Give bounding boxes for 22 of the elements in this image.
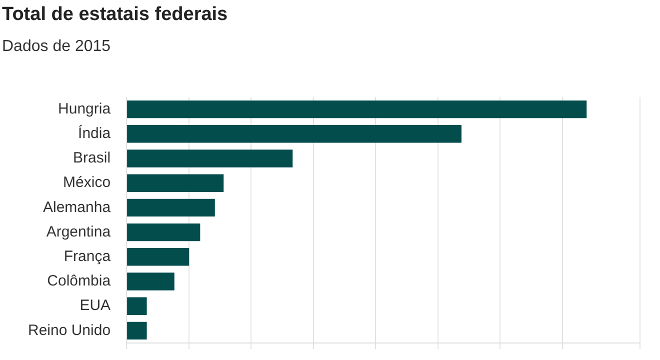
y-tick-label: Hungria bbox=[58, 100, 112, 118]
bar bbox=[127, 322, 147, 340]
bar bbox=[127, 223, 200, 242]
y-tick-label: EUA bbox=[80, 297, 111, 314]
y-tick-label: França bbox=[64, 248, 112, 266]
chart-title: Total de estatais federais bbox=[2, 4, 228, 26]
bar bbox=[127, 174, 224, 192]
bar bbox=[127, 198, 215, 217]
bar bbox=[127, 248, 190, 266]
bar bbox=[127, 150, 293, 168]
y-tick-label: Alemanha bbox=[43, 198, 112, 216]
y-tick-label: Brasil bbox=[73, 150, 111, 167]
chart-subtitle: Dados de 2015 bbox=[2, 38, 111, 56]
y-tick-label: México bbox=[63, 174, 111, 192]
bar bbox=[127, 100, 587, 118]
y-tick-label: Reino Unido bbox=[28, 322, 111, 339]
bar bbox=[127, 125, 462, 143]
bar bbox=[127, 272, 174, 290]
y-tick-label: Argentina bbox=[46, 223, 112, 240]
y-tick-label: Índia bbox=[78, 124, 112, 142]
y-tick-label: Colômbia bbox=[47, 272, 112, 290]
bar bbox=[127, 297, 147, 315]
